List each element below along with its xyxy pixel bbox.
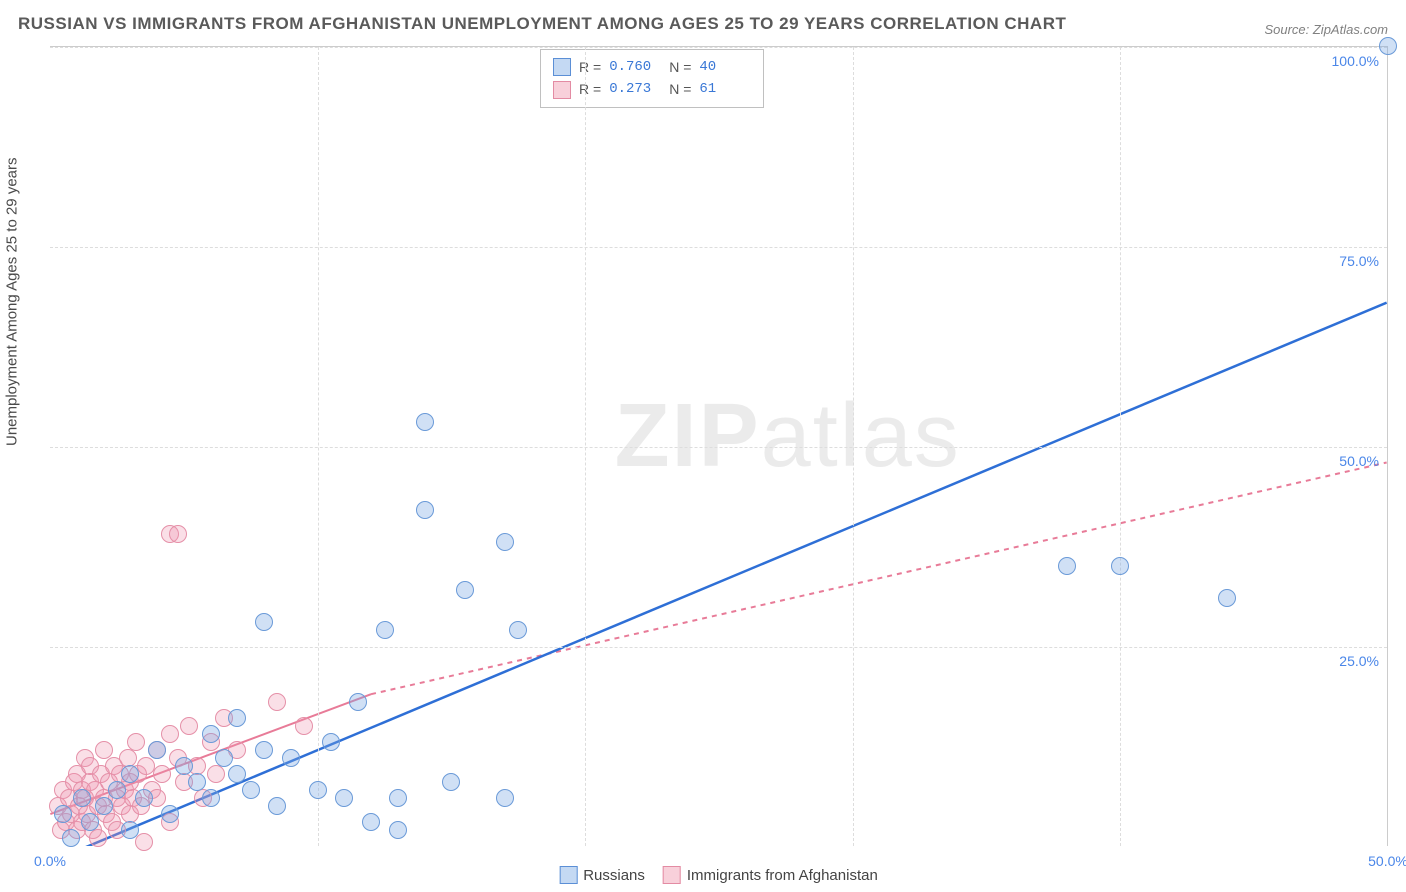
- legend-row-blue: R = 0.760 N = 40: [553, 56, 751, 78]
- scatter-point-blue: [121, 765, 139, 783]
- scatter-point-blue: [161, 805, 179, 823]
- watermark-bold: ZIP: [615, 386, 761, 486]
- r-label: R =: [579, 56, 601, 78]
- scatter-point-blue: [121, 821, 139, 839]
- scatter-point-blue: [416, 501, 434, 519]
- scatter-point-blue: [362, 813, 380, 831]
- legend-row-pink: R = 0.273 N = 61: [553, 78, 751, 100]
- scatter-point-pink: [135, 833, 153, 851]
- scatter-point-blue: [228, 709, 246, 727]
- scatter-point-blue: [416, 413, 434, 431]
- scatter-point-blue: [73, 789, 91, 807]
- scatter-point-blue: [268, 797, 286, 815]
- series-legend: Russians Immigrants from Afghanistan: [559, 866, 878, 884]
- r-value-blue: 0.760: [609, 56, 661, 78]
- n-value-pink: 61: [699, 78, 751, 100]
- scatter-point-blue: [389, 821, 407, 839]
- scatter-point-blue: [376, 621, 394, 639]
- swatch-pink-icon: [553, 81, 571, 99]
- scatter-point-blue: [322, 733, 340, 751]
- scatter-point-blue: [496, 533, 514, 551]
- grid-line-h: [50, 247, 1387, 248]
- scatter-point-pink: [268, 693, 286, 711]
- scatter-point-pink: [169, 525, 187, 543]
- scatter-point-blue: [349, 693, 367, 711]
- scatter-point-blue: [282, 749, 300, 767]
- grid-line-v: [585, 47, 586, 846]
- r-label: R =: [579, 78, 601, 100]
- scatter-point-blue: [1379, 37, 1397, 55]
- grid-line-h: [50, 47, 1387, 48]
- scatter-point-blue: [54, 805, 72, 823]
- scatter-point-blue: [95, 797, 113, 815]
- y-tick-label: 75.0%: [1339, 253, 1379, 269]
- scatter-point-pink: [153, 765, 171, 783]
- scatter-point-pink: [180, 717, 198, 735]
- watermark-light: atlas: [761, 386, 961, 486]
- trend-line: [50, 303, 1386, 846]
- y-tick-label: 100.0%: [1332, 53, 1379, 69]
- legend-item-blue: Russians: [559, 866, 645, 884]
- scatter-point-blue: [255, 741, 273, 759]
- legend-item-pink: Immigrants from Afghanistan: [663, 866, 878, 884]
- scatter-point-pink: [95, 741, 113, 759]
- scatter-point-pink: [295, 717, 313, 735]
- scatter-point-blue: [496, 789, 514, 807]
- n-label: N =: [669, 56, 691, 78]
- scatter-point-blue: [309, 781, 327, 799]
- watermark: ZIPatlas: [615, 385, 961, 488]
- swatch-blue-icon: [553, 58, 571, 76]
- scatter-point-blue: [1111, 557, 1129, 575]
- swatch-pink-icon: [663, 866, 681, 884]
- y-tick-label: 25.0%: [1339, 653, 1379, 669]
- scatter-point-blue: [442, 773, 460, 791]
- grid-line-h: [50, 447, 1387, 448]
- scatter-point-blue: [135, 789, 153, 807]
- scatter-point-blue: [228, 765, 246, 783]
- scatter-point-blue: [202, 725, 220, 743]
- grid-line-h: [50, 647, 1387, 648]
- scatter-point-blue: [108, 781, 126, 799]
- scatter-point-blue: [389, 789, 407, 807]
- scatter-point-blue: [81, 813, 99, 831]
- n-value-blue: 40: [699, 56, 751, 78]
- scatter-point-blue: [242, 781, 260, 799]
- y-axis-label: Unemployment Among Ages 25 to 29 years: [4, 157, 21, 446]
- y-tick-label: 50.0%: [1339, 453, 1379, 469]
- scatter-point-blue: [335, 789, 353, 807]
- scatter-point-blue: [215, 749, 233, 767]
- scatter-point-blue: [148, 741, 166, 759]
- chart-title: RUSSIAN VS IMMIGRANTS FROM AFGHANISTAN U…: [18, 14, 1066, 34]
- swatch-blue-icon: [559, 866, 577, 884]
- plot-area: ZIPatlas R = 0.760 N = 40 R = 0.273 N = …: [50, 46, 1388, 846]
- scatter-point-pink: [161, 725, 179, 743]
- grid-line-v: [853, 47, 854, 846]
- grid-line-v: [1120, 47, 1121, 846]
- trend-line: [371, 462, 1387, 694]
- x-tick-label: 0.0%: [34, 853, 66, 869]
- grid-line-v: [318, 47, 319, 846]
- scatter-point-pink: [207, 765, 225, 783]
- scatter-point-blue: [1058, 557, 1076, 575]
- scatter-point-pink: [89, 829, 107, 847]
- scatter-point-blue: [255, 613, 273, 631]
- scatter-point-blue: [62, 829, 80, 847]
- scatter-point-blue: [188, 773, 206, 791]
- scatter-point-blue: [456, 581, 474, 599]
- chart-container: RUSSIAN VS IMMIGRANTS FROM AFGHANISTAN U…: [0, 0, 1406, 892]
- series-label-pink: Immigrants from Afghanistan: [687, 867, 878, 884]
- scatter-point-blue: [202, 789, 220, 807]
- correlation-legend: R = 0.760 N = 40 R = 0.273 N = 61: [540, 49, 764, 108]
- scatter-point-pink: [127, 733, 145, 751]
- n-label: N =: [669, 78, 691, 100]
- series-label-blue: Russians: [583, 867, 645, 884]
- source-attribution: Source: ZipAtlas.com: [1264, 22, 1388, 37]
- scatter-point-blue: [1218, 589, 1236, 607]
- x-tick-label: 50.0%: [1368, 853, 1406, 869]
- scatter-point-blue: [175, 757, 193, 775]
- scatter-point-blue: [509, 621, 527, 639]
- r-value-pink: 0.273: [609, 78, 661, 100]
